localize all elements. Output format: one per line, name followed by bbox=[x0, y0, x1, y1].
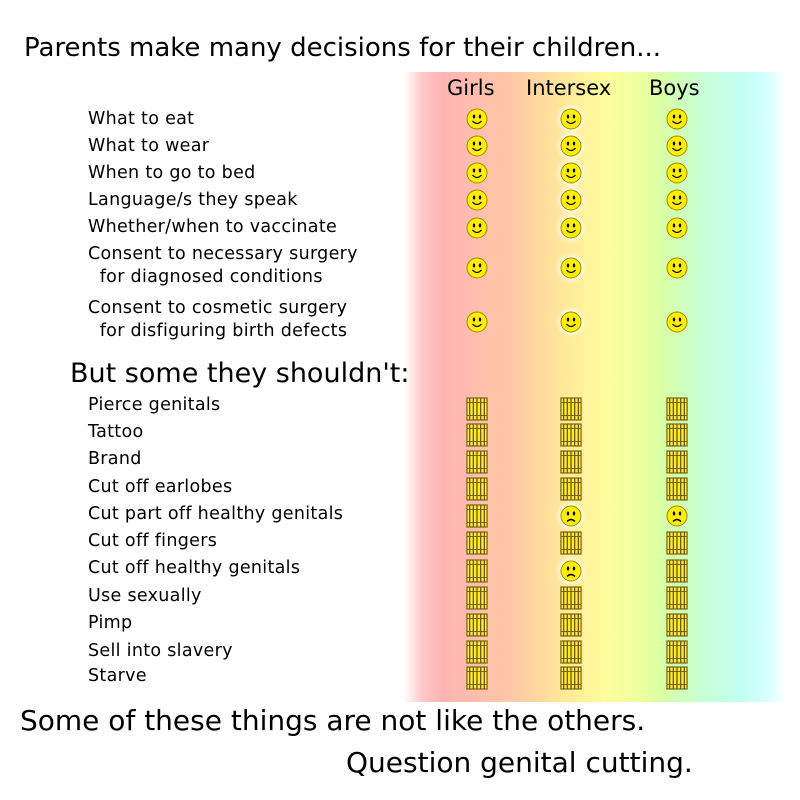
prohibited-label-earlobes: Cut off earlobes bbox=[88, 477, 233, 497]
jail-intersex-icon bbox=[560, 585, 582, 611]
prohibited-label-slavery: Sell into slavery bbox=[88, 641, 233, 661]
decision-label-cosmetic-surgery: Consent to cosmetic surgery for disfigur… bbox=[88, 298, 348, 341]
prohibited-label-pierce-genitals: Pierce genitals bbox=[88, 395, 221, 415]
jail-intersex-icon bbox=[560, 396, 582, 422]
rainbow-background-band bbox=[404, 72, 786, 702]
jail-girls-icon bbox=[466, 665, 488, 691]
footer-line-1: Some of these things are not like the ot… bbox=[20, 704, 646, 737]
jail-girls-icon bbox=[466, 396, 488, 422]
smiley-girls-icon bbox=[466, 108, 488, 130]
jail-girls-icon bbox=[466, 449, 488, 475]
smiley-intersex-icon bbox=[560, 162, 582, 184]
prohibited-label-use-sexually: Use sexually bbox=[88, 586, 202, 606]
jail-boys-icon bbox=[666, 422, 688, 448]
jail-boys-icon bbox=[666, 665, 688, 691]
jail-intersex-icon bbox=[560, 665, 582, 691]
column-header-intersex: Intersex bbox=[526, 76, 612, 100]
prohibited-label-tattoo: Tattoo bbox=[88, 422, 144, 442]
jail-intersex-icon bbox=[560, 612, 582, 638]
frown-intersex-icon bbox=[560, 560, 582, 582]
smiley-intersex-icon bbox=[560, 135, 582, 157]
jail-intersex-icon bbox=[560, 422, 582, 448]
page-title: Parents make many decisions for their ch… bbox=[24, 33, 662, 63]
section-heading-prohibited: But some they shouldn't: bbox=[70, 358, 410, 389]
prohibited-label-cut-off-genitals: Cut off healthy genitals bbox=[88, 558, 301, 578]
smiley-girls-icon bbox=[466, 162, 488, 184]
frown-intersex-icon bbox=[560, 505, 582, 527]
jail-intersex-icon bbox=[560, 530, 582, 556]
jail-boys-icon bbox=[666, 639, 688, 665]
smiley-girls-icon bbox=[466, 311, 488, 333]
smiley-intersex-icon bbox=[560, 189, 582, 211]
smiley-boys-icon bbox=[666, 135, 688, 157]
smiley-boys-icon bbox=[666, 257, 688, 279]
jail-girls-icon bbox=[466, 422, 488, 448]
smiley-boys-icon bbox=[666, 217, 688, 239]
prohibited-label-starve: Starve bbox=[88, 666, 147, 686]
jail-boys-icon bbox=[666, 449, 688, 475]
jail-intersex-icon bbox=[560, 639, 582, 665]
column-header-girls: Girls bbox=[447, 76, 495, 100]
jail-girls-icon bbox=[466, 530, 488, 556]
decision-label-bedtime: When to go to bed bbox=[88, 163, 256, 183]
smiley-girls-icon bbox=[466, 257, 488, 279]
prohibited-label-cut-part-genitals: Cut part off healthy genitals bbox=[88, 504, 344, 524]
jail-intersex-icon bbox=[560, 449, 582, 475]
jail-boys-icon bbox=[666, 530, 688, 556]
smiley-boys-icon bbox=[666, 162, 688, 184]
prohibited-label-brand: Brand bbox=[88, 449, 142, 469]
jail-girls-icon bbox=[466, 585, 488, 611]
smiley-girls-icon bbox=[466, 135, 488, 157]
decision-label-what-to-eat: What to eat bbox=[88, 109, 195, 129]
prohibited-label-fingers: Cut off fingers bbox=[88, 531, 218, 551]
smiley-boys-icon bbox=[666, 311, 688, 333]
jail-boys-icon bbox=[666, 476, 688, 502]
jail-girls-icon bbox=[466, 558, 488, 584]
smiley-girls-icon bbox=[466, 217, 488, 239]
jail-girls-icon bbox=[466, 476, 488, 502]
smiley-intersex-icon bbox=[560, 108, 582, 130]
jail-boys-icon bbox=[666, 558, 688, 584]
jail-boys-icon bbox=[666, 585, 688, 611]
decision-label-necessary-surgery: Consent to necessary surgery for diagnos… bbox=[88, 244, 358, 287]
frown-boys-icon bbox=[666, 505, 688, 527]
smiley-girls-icon bbox=[466, 189, 488, 211]
jail-boys-icon bbox=[666, 612, 688, 638]
jail-intersex-icon bbox=[560, 476, 582, 502]
jail-girls-icon bbox=[466, 503, 488, 529]
prohibited-label-pimp: Pimp bbox=[88, 613, 133, 633]
decision-label-vaccinate: Whether/when to vaccinate bbox=[88, 217, 338, 237]
jail-girls-icon bbox=[466, 639, 488, 665]
smiley-intersex-icon bbox=[560, 257, 582, 279]
decision-label-languages: Language/s they speak bbox=[88, 190, 298, 210]
smiley-boys-icon bbox=[666, 108, 688, 130]
smiley-intersex-icon bbox=[560, 311, 582, 333]
decision-label-what-to-wear: What to wear bbox=[88, 136, 210, 156]
jail-girls-icon bbox=[466, 612, 488, 638]
smiley-intersex-icon bbox=[560, 217, 582, 239]
column-header-boys: Boys bbox=[649, 76, 700, 100]
smiley-boys-icon bbox=[666, 189, 688, 211]
footer-line-2: Question genital cutting. bbox=[346, 746, 693, 779]
jail-boys-icon bbox=[666, 396, 688, 422]
